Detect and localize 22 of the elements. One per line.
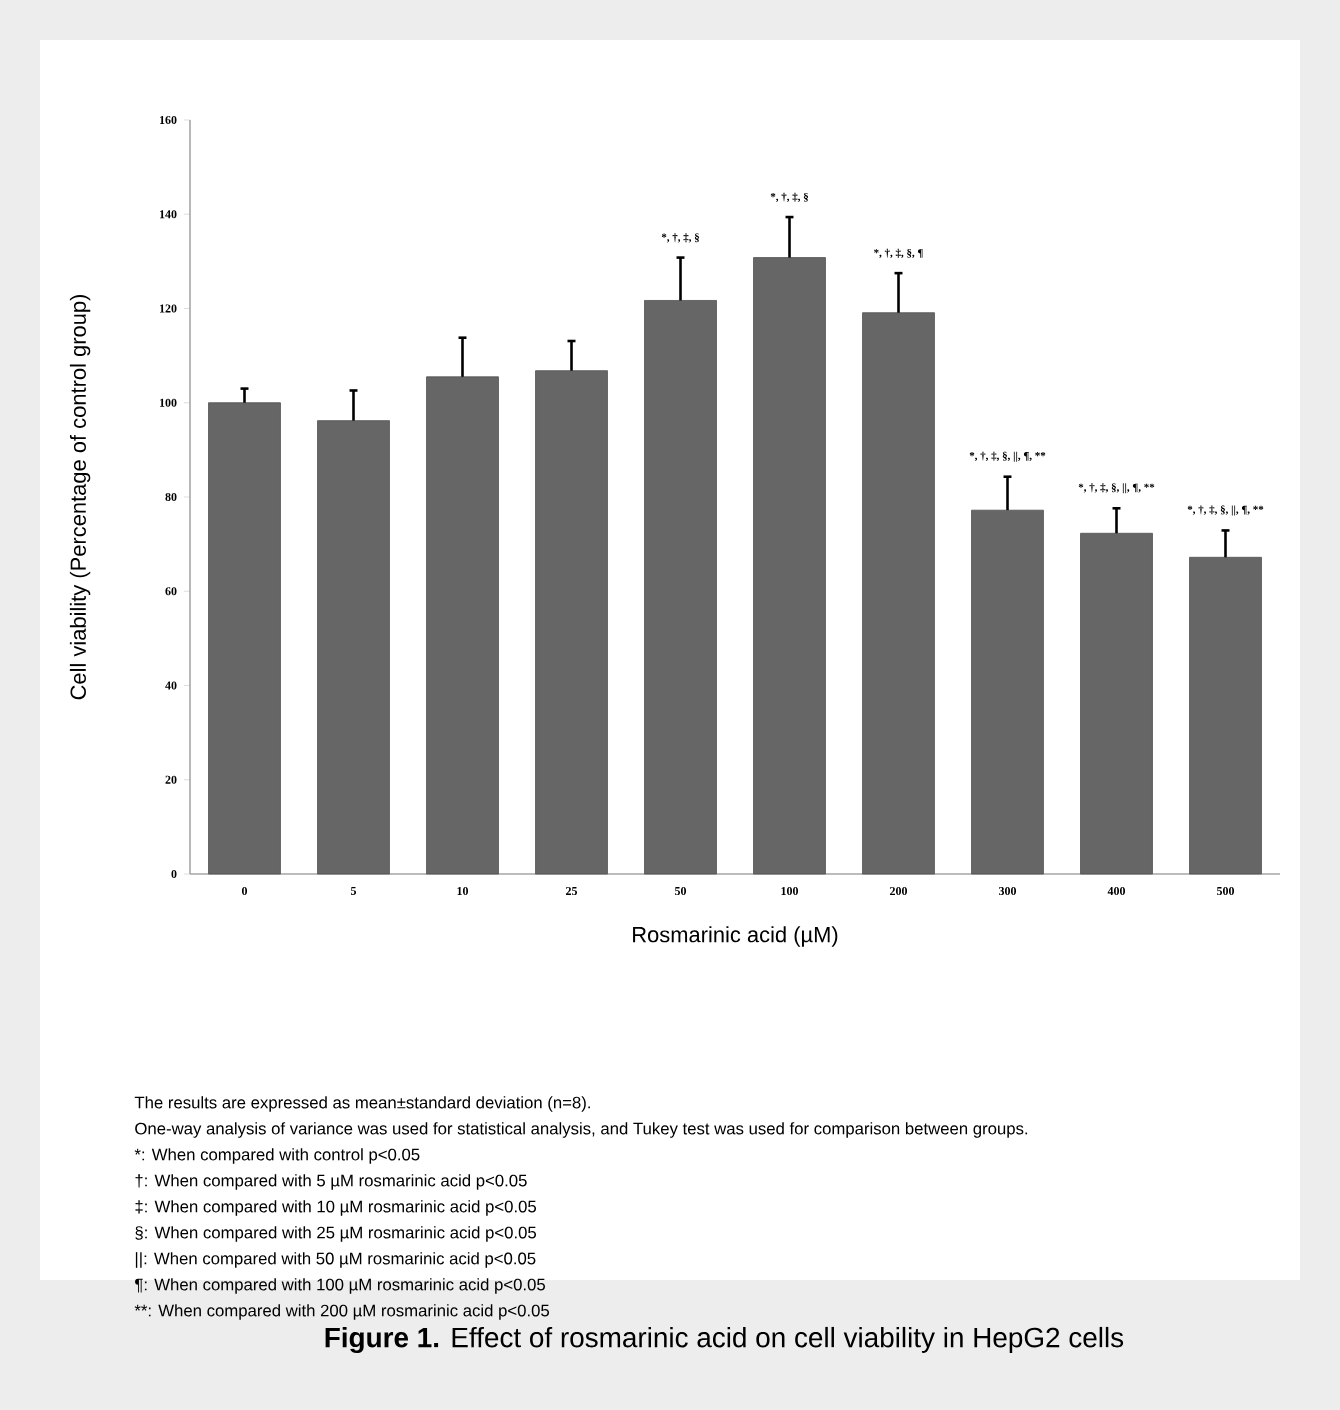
text: ‡: When compared with 10 µM rosmarinic acid p<0.05 [135, 1200, 537, 1216]
text: ||: When compared with 50 µM rosmarinic acid p<0.05 [135, 1252, 536, 1268]
x-axis-title: Rosmarinic acid (µM) [633, 926, 838, 947]
bar [971, 509, 1044, 875]
text: **: When compared with 200 µM rosmarinic acid p<0.05 [134, 1304, 550, 1320]
text: One-way analysis of variance was used for statistical analysis, and Tukey test was used for comparison between groups. [135, 1122, 1028, 1138]
bar [644, 300, 717, 875]
bar [317, 420, 390, 875]
bar [535, 370, 608, 875]
text: *: When compared with control p<0.05 [134, 1148, 420, 1164]
bar [753, 257, 826, 875]
text: The results are expressed as mean±standard deviation (n=8). [134, 1096, 590, 1112]
text: ¶: When compared with 100 µM rosmarinic acid p<0.05 [135, 1278, 546, 1294]
bar [862, 312, 935, 875]
text: §: When compared with 25 µM rosmarinic acid p<0.05 [135, 1226, 537, 1242]
bar [426, 376, 499, 875]
bar [1189, 556, 1262, 875]
text: Figure 1. Effect of rosmarinic acid on cell viability in HepG2 cells [325, 1326, 1124, 1354]
y-axis-title: Cell viability (Percentage of control group) [69, 294, 91, 700]
bar [1080, 532, 1153, 875]
text: †: When compared with 5 µM rosmarinic acid p<0.05 [135, 1174, 527, 1190]
bar [208, 402, 281, 875]
